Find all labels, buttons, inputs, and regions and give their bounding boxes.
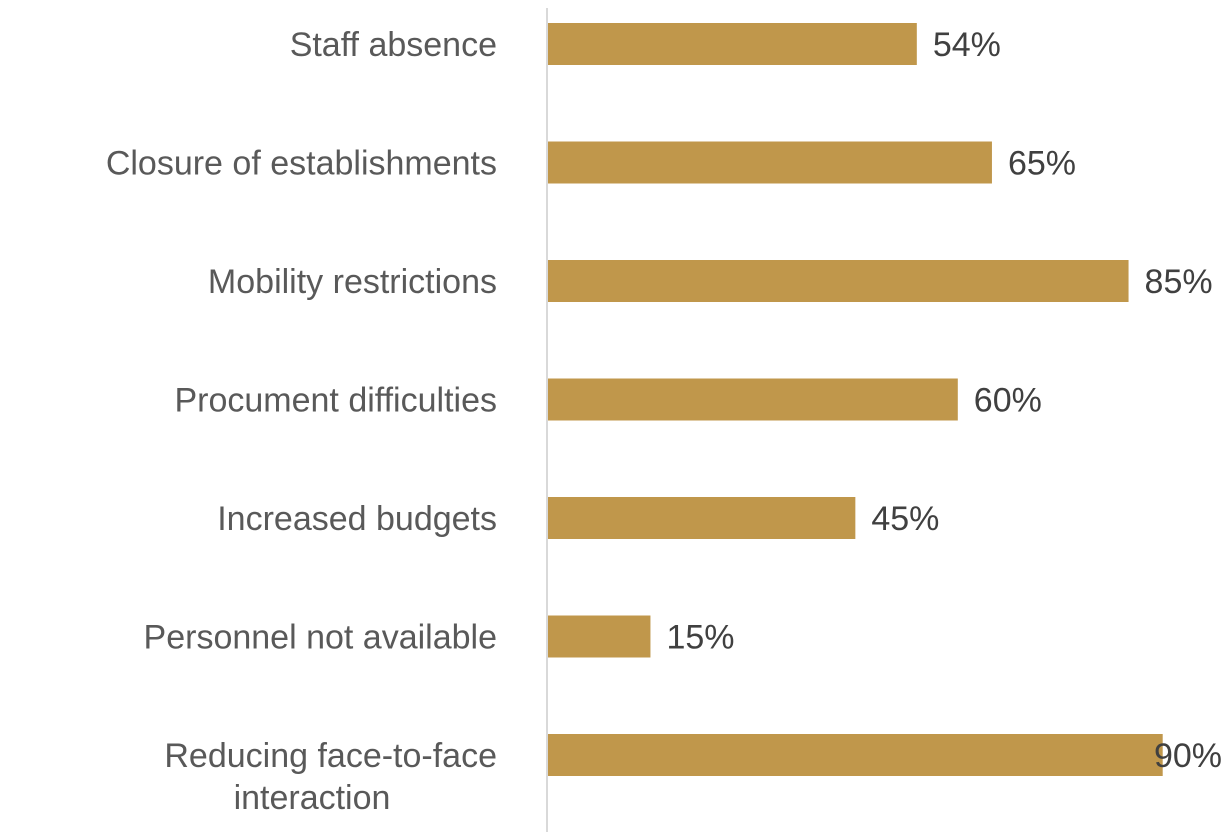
bar [548, 141, 992, 184]
value-label: 15% [666, 619, 734, 657]
category-label: Reducing face-to-face interaction [164, 737, 497, 817]
category-label-line: Staff absence [290, 26, 497, 64]
value-label: 45% [871, 500, 939, 538]
category-label-line: Mobility restrictions [208, 263, 497, 301]
bar [548, 378, 958, 421]
category-label: Procument difficulties [174, 382, 497, 420]
category-label-line: Increased budgets [217, 500, 497, 538]
category-label-line: interaction [234, 779, 391, 817]
category-label: Staff absence [290, 26, 497, 64]
value-label: 85% [1145, 263, 1213, 301]
bar [548, 615, 651, 658]
category-label-line: Procument difficulties [174, 382, 497, 420]
bar [548, 23, 917, 65]
bar [548, 260, 1129, 302]
bars-group [548, 23, 1163, 776]
category-labels-group: Staff absence Closure of establishments Mo… [106, 26, 497, 817]
value-label: 54% [933, 26, 1001, 64]
category-label: Mobility restrictions [208, 263, 497, 301]
category-label: Increased budgets [217, 500, 497, 538]
value-label: 65% [1008, 145, 1076, 183]
category-label-line: Closure of establishments [106, 145, 497, 183]
value-label: 60% [974, 382, 1042, 420]
bar [548, 734, 1163, 776]
category-label-line: Reducing face-to-face [164, 737, 497, 775]
category-label: Personnel not available [144, 619, 497, 657]
value-label: 90% [1154, 737, 1222, 775]
bar [548, 497, 856, 539]
category-label-line: Personnel not available [144, 619, 497, 657]
category-label: Closure of establishments [106, 145, 497, 183]
value-labels-group: 54% 65% 85% 60% 45% 15% 90% [666, 26, 1222, 775]
